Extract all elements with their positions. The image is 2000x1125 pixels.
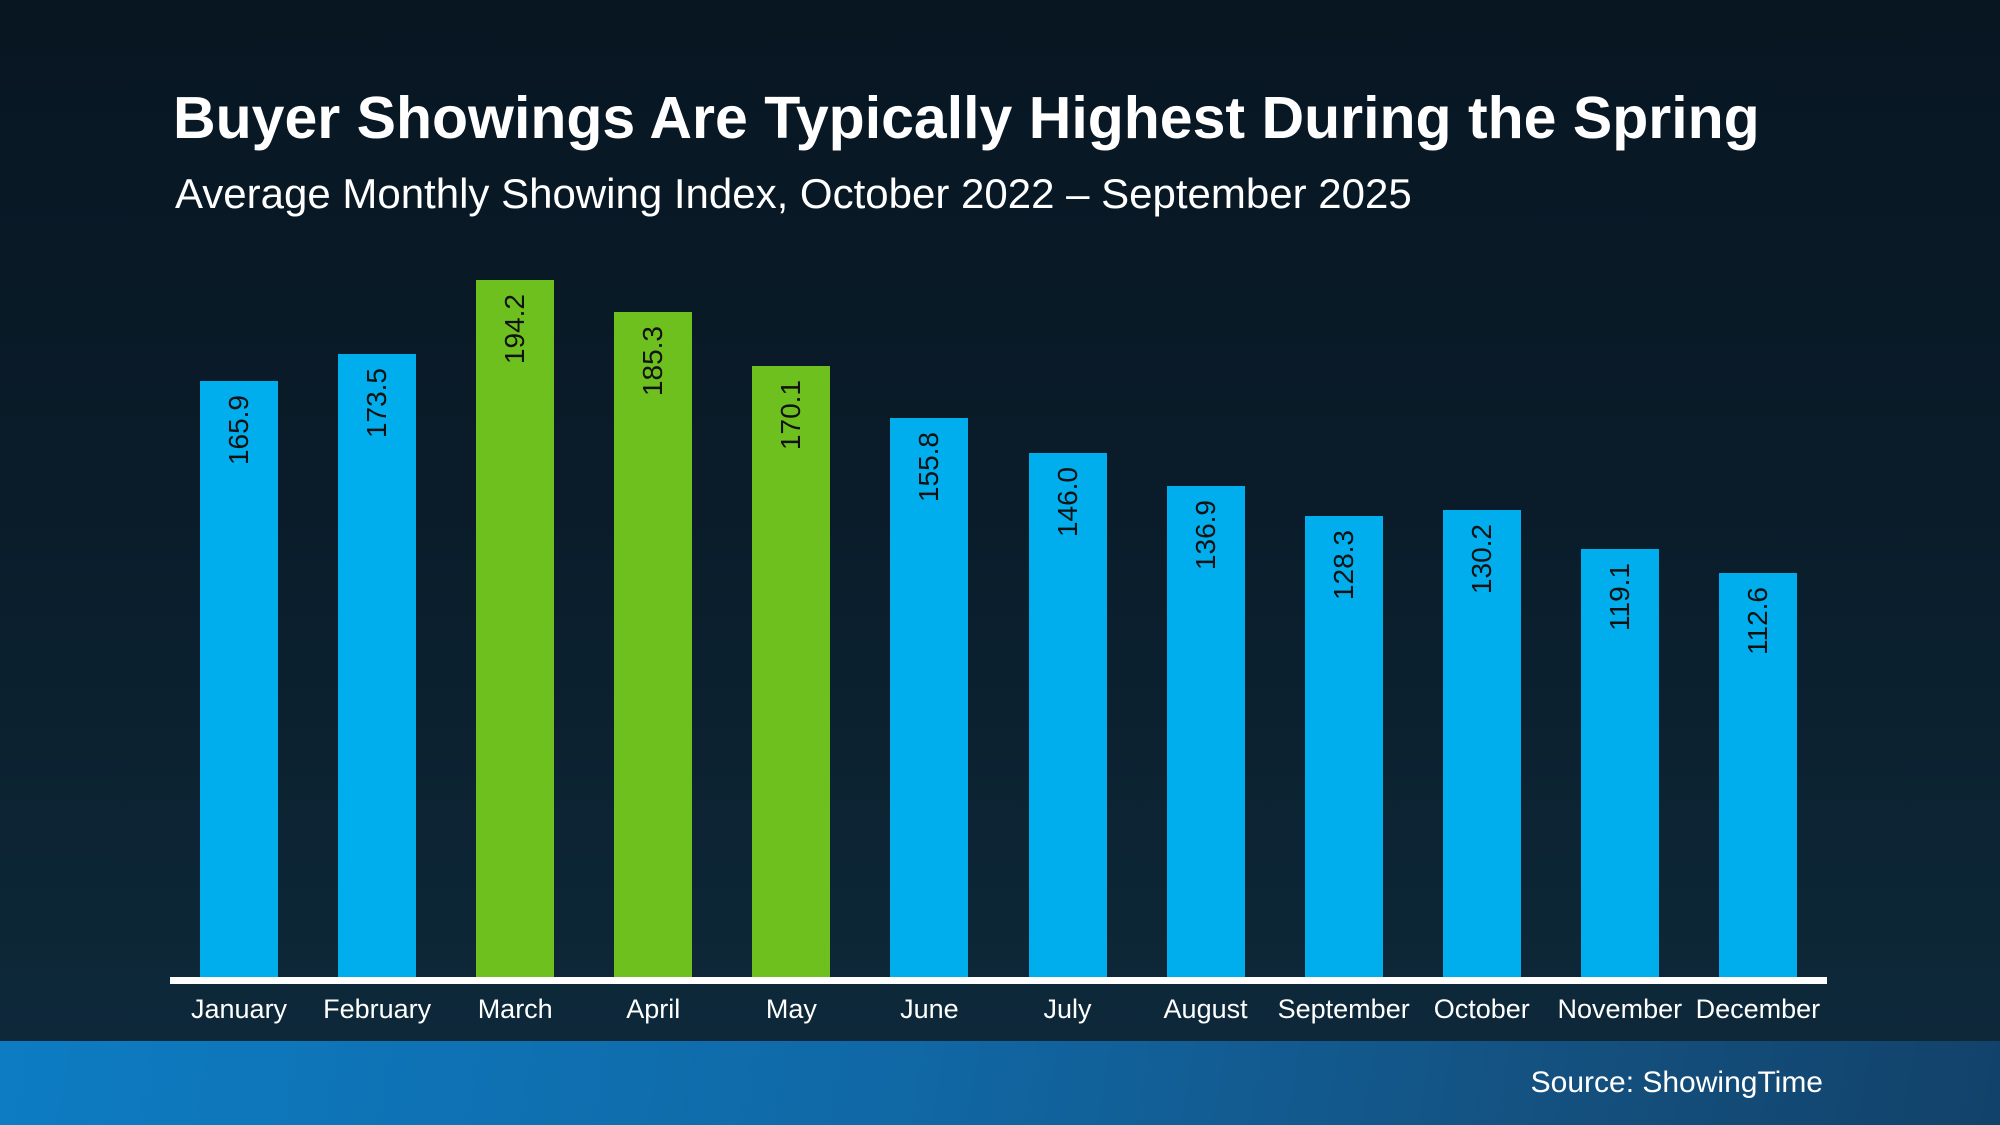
bar-slot: 128.3 — [1275, 277, 1413, 977]
x-axis-label-march: March — [477, 994, 553, 1024]
bar-march: 194.2 — [476, 280, 555, 977]
bar-slot: 194.2 — [446, 277, 584, 977]
x-axis-label-may: May — [765, 994, 817, 1024]
x-axis-label-june: June — [900, 994, 959, 1024]
x-axis-label-september: September — [1277, 994, 1410, 1024]
x-axis-label-october: October — [1433, 994, 1530, 1024]
bar-april: 185.3 — [614, 312, 693, 977]
bar-december: 112.6 — [1718, 573, 1797, 977]
bar-value-label: 194.2 — [499, 294, 531, 365]
bar-slot: 119.1 — [1551, 277, 1689, 977]
bar-january: 165.9 — [200, 381, 279, 977]
bar-slot: 112.6 — [1689, 277, 1827, 977]
bar-slot: 155.8 — [860, 277, 998, 977]
bar-september: 128.3 — [1304, 516, 1383, 977]
bar-value-label: 165.9 — [223, 395, 255, 466]
bar-value-label: 155.8 — [913, 432, 945, 503]
bar-july: 146.0 — [1028, 453, 1107, 977]
bar-november: 119.1 — [1580, 549, 1659, 977]
chart-title: Buyer Showings Are Typically Highest Dur… — [173, 85, 1760, 151]
x-axis-label-december: December — [1695, 994, 1821, 1024]
bar-slot: 146.0 — [998, 277, 1136, 977]
bar-slot: 185.3 — [584, 277, 722, 977]
bar-value-label: 119.1 — [1603, 563, 1635, 631]
bar-value-label: 128.3 — [1327, 530, 1359, 601]
bar-slot: 165.9 — [170, 277, 308, 977]
bar-slot: 130.2 — [1413, 277, 1551, 977]
source-credit: Source: ShowingTime — [1530, 1066, 1823, 1099]
bar-chart: 165.9 173.5 194.2 185.3 170.1 155.8 146.… — [170, 277, 1827, 977]
bar-may: 170.1 — [752, 366, 831, 977]
bar-value-label: 136.9 — [1189, 500, 1221, 571]
bar-value-label: 185.3 — [637, 326, 669, 397]
x-axis-label-november: November — [1557, 994, 1683, 1024]
bar-february: 173.5 — [338, 354, 417, 977]
bar-slot: 136.9 — [1137, 277, 1275, 977]
x-axis-label-april: April — [626, 994, 681, 1024]
x-axis-label-january: January — [191, 994, 288, 1024]
bar-slot: 170.1 — [722, 277, 860, 977]
bar-value-label: 146.0 — [1051, 467, 1083, 538]
bar-value-label: 170.1 — [775, 380, 807, 451]
bar-june: 155.8 — [890, 418, 969, 977]
x-axis-label-august: August — [1163, 994, 1248, 1024]
bar-slot: 173.5 — [308, 277, 446, 977]
x-axis-label-july: July — [1043, 994, 1092, 1024]
x-axis-label-february: February — [323, 994, 432, 1024]
chart-subtitle: Average Monthly Showing Index, October 2… — [175, 170, 1412, 217]
footer-bar: Source: ShowingTime — [0, 1041, 2000, 1125]
bar-august: 136.9 — [1166, 486, 1245, 977]
bar-value-label: 112.6 — [1741, 587, 1773, 655]
x-axis-line — [170, 977, 1827, 984]
bar-october: 130.2 — [1442, 510, 1521, 977]
bar-value-label: 130.2 — [1465, 524, 1497, 595]
x-axis-labels: January February March April May June Ju… — [170, 994, 1827, 1025]
bar-series: 165.9 173.5 194.2 185.3 170.1 155.8 146.… — [170, 277, 1827, 977]
bar-value-label: 173.5 — [361, 368, 393, 439]
